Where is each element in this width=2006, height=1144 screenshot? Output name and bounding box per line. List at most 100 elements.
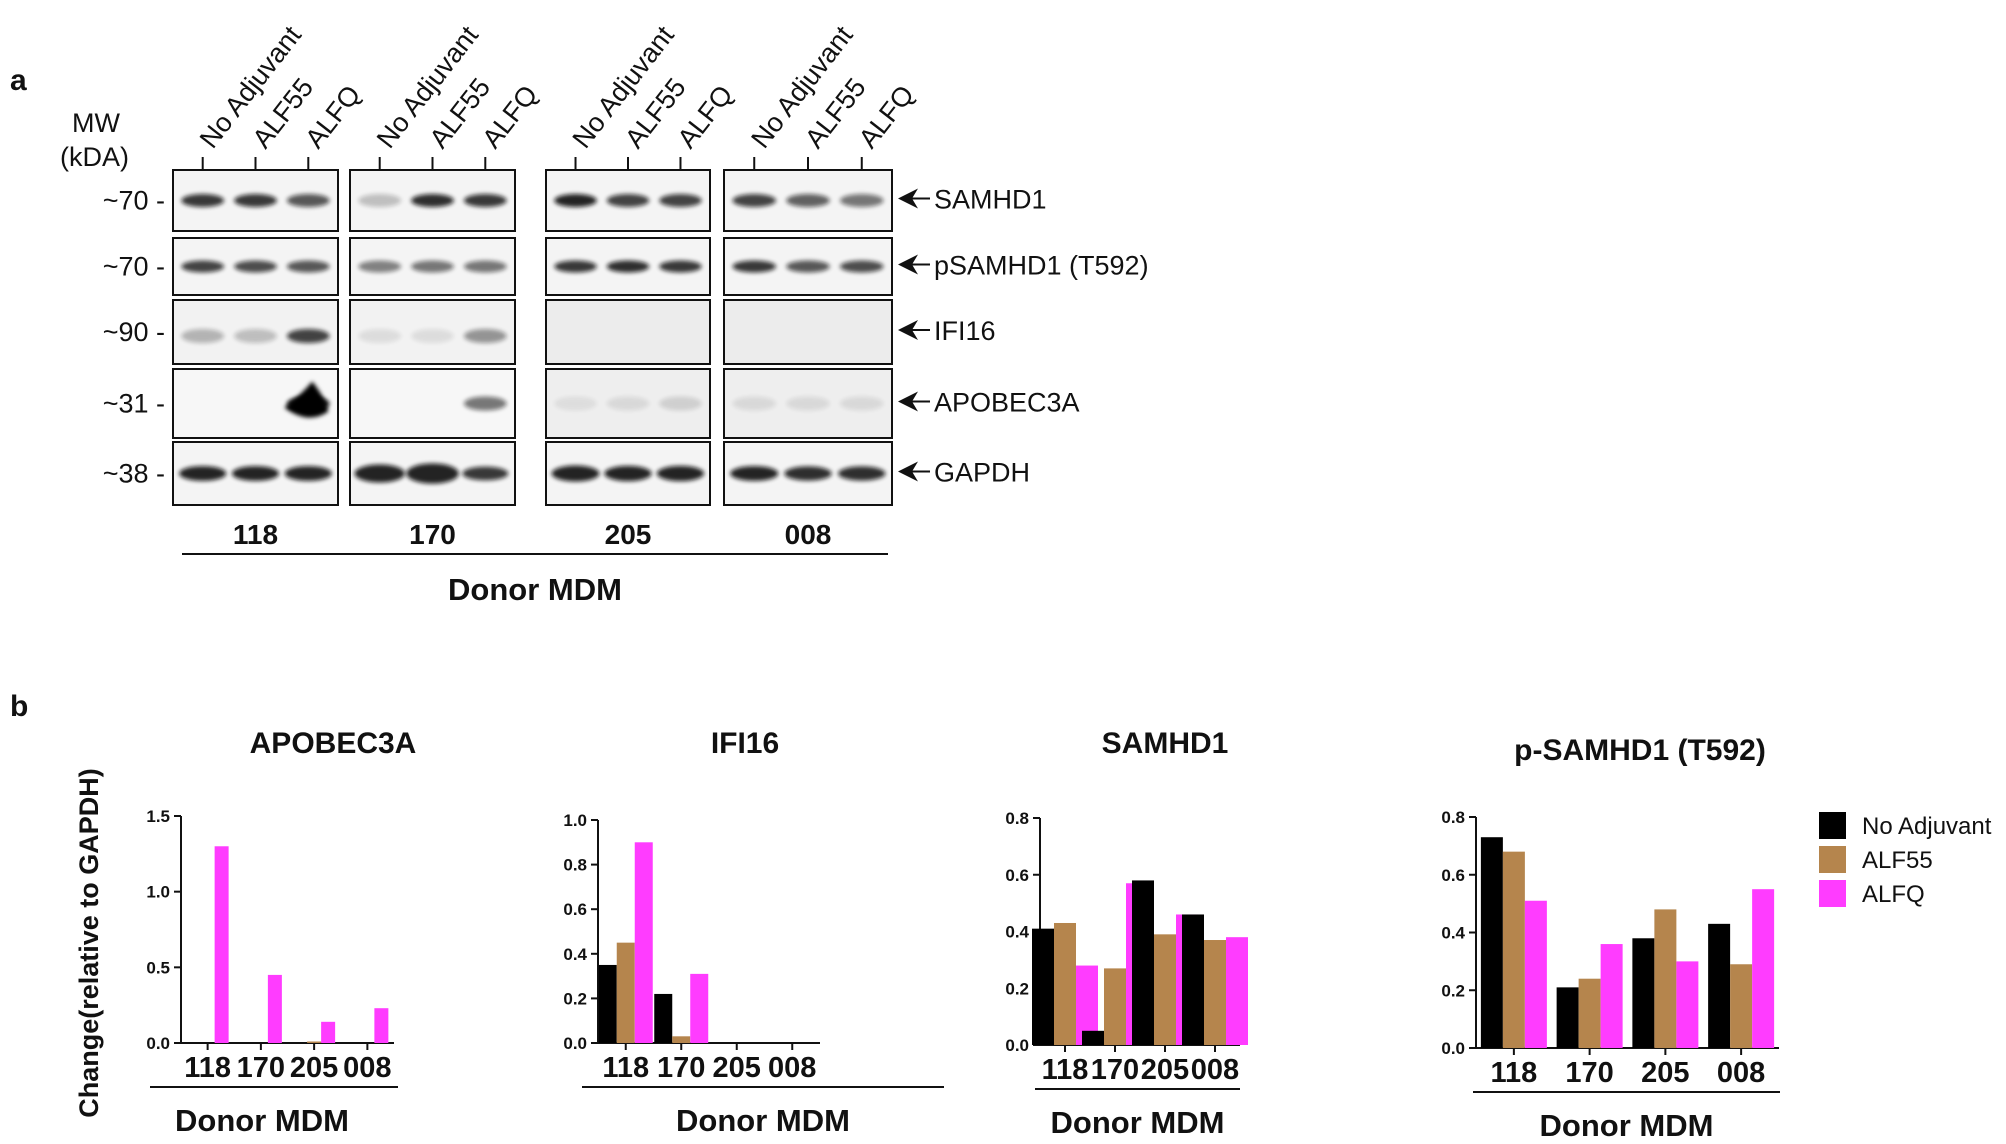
- legend-swatch: [1819, 812, 1846, 839]
- blot-band: [234, 260, 277, 273]
- blot-band: [463, 396, 507, 411]
- x-axis-label: Donor MDM: [1051, 1105, 1225, 1140]
- blot-band: [554, 260, 597, 273]
- blot-band: [554, 396, 597, 411]
- bar: [1076, 965, 1098, 1045]
- blot-band: [181, 260, 225, 273]
- mw-marker: ~70 -: [103, 186, 165, 216]
- y-tick-label: 0.0: [1441, 1039, 1465, 1058]
- bar: [267, 974, 282, 1043]
- x-tick-label: 170: [657, 1052, 705, 1084]
- chart-3: p-SAMHD1 (T592) 0.0 0.2 0.4 0.6 0.8 118 170 205 0…: [1441, 734, 1780, 1143]
- bar: [1104, 968, 1126, 1045]
- donor-label: 008: [785, 519, 832, 550]
- blot-band: [839, 260, 884, 273]
- blot-frame: [723, 299, 893, 365]
- blot-band: [286, 329, 330, 343]
- blot-band: [358, 260, 402, 273]
- legend-swatch: [1819, 846, 1846, 873]
- protein-label: GAPDH: [934, 458, 1030, 488]
- blot-band: [786, 194, 830, 207]
- blot-band: [179, 466, 227, 481]
- protein-label: APOBEC3A: [934, 388, 1080, 418]
- blot-band: [181, 194, 225, 207]
- protein-label: SAMHD1: [934, 185, 1047, 215]
- bar: [1032, 928, 1054, 1045]
- chart-title: SAMHD1: [1102, 727, 1229, 760]
- blot-band: [286, 194, 330, 207]
- mw-marker: ~31 -: [103, 389, 165, 419]
- bar: [634, 842, 653, 1043]
- blot-band: [606, 396, 650, 411]
- blot-band: [839, 396, 884, 411]
- y-tick-label: 1.5: [146, 807, 170, 826]
- blot-band: [554, 194, 597, 207]
- y-tick-label: 1.0: [146, 883, 170, 902]
- x-tick-label: 118: [184, 1052, 231, 1084]
- y-tick-label: 0.0: [146, 1034, 170, 1053]
- bar: [1502, 851, 1525, 1048]
- bar: [1600, 944, 1623, 1048]
- blot-band: [786, 260, 830, 273]
- bar: [1182, 914, 1204, 1045]
- bar: [1578, 978, 1601, 1048]
- donor-label: 205: [605, 519, 652, 550]
- blot-band: [659, 396, 702, 411]
- y-tick-label: 0.4: [563, 945, 587, 964]
- mw-header: MW: [72, 108, 120, 138]
- x-tick-label: 205: [1141, 1054, 1189, 1086]
- bar: [1524, 900, 1547, 1048]
- donor-label: 118: [233, 519, 278, 550]
- legend-label: ALF55: [1862, 847, 1933, 874]
- x-tick-label: 008: [768, 1052, 816, 1084]
- blot-band: [732, 396, 777, 411]
- blot-band: [659, 194, 702, 207]
- x-axis-label: Donor MDM: [1540, 1108, 1714, 1143]
- blot-band: [463, 329, 507, 343]
- y-tick-label: 0.4: [1005, 923, 1029, 942]
- x-tick-label: 118: [1490, 1057, 1537, 1089]
- blot-band: [463, 260, 507, 273]
- bar: [1752, 889, 1775, 1048]
- bar: [1204, 940, 1226, 1045]
- bar: [1676, 961, 1699, 1048]
- y-tick-label: 0.0: [1005, 1036, 1029, 1055]
- x-tick-label: 170: [1565, 1057, 1613, 1089]
- blot-band: [234, 194, 277, 207]
- x-tick-label: 008: [1717, 1057, 1765, 1089]
- panel-b-label: b: [10, 690, 28, 723]
- blot-band: [656, 465, 705, 482]
- bar: [1632, 938, 1655, 1048]
- blot-band: [463, 194, 507, 207]
- blot-band: [784, 466, 832, 481]
- blot-band: [604, 465, 652, 482]
- blot-frame: [545, 299, 711, 365]
- bar: [374, 1008, 389, 1043]
- donor-label: 170: [409, 519, 456, 550]
- blot-band: [411, 194, 454, 207]
- bar: [1154, 934, 1176, 1045]
- y-tick-label: 0.8: [1441, 808, 1465, 827]
- blot-band: [411, 329, 454, 343]
- mw-marker: ~90 -: [103, 317, 165, 347]
- y-tick-label: 0.2: [563, 989, 587, 1008]
- blot-band: [839, 194, 884, 207]
- bar: [1556, 987, 1579, 1048]
- legend-label: No Adjuvant: [1862, 813, 1992, 840]
- bar: [1480, 837, 1503, 1048]
- blot-band: [358, 329, 402, 343]
- y-tick-label: 0.4: [1441, 924, 1465, 943]
- blot-band: [231, 466, 280, 481]
- x-axis-label: Donor MDM: [175, 1103, 349, 1138]
- y-tick-label: 0.6: [563, 900, 587, 919]
- y-tick-label: 0.8: [1005, 809, 1029, 828]
- protein-label: pSAMHD1 (T592): [934, 251, 1149, 281]
- legend: No Adjuvant ALF55 ALFQ: [1819, 812, 1992, 908]
- y-axis-label: Change(relative to GAPDH): [74, 768, 104, 1118]
- x-tick-label: 008: [1191, 1054, 1239, 1086]
- blot-band: [406, 463, 459, 484]
- legend-swatch: [1819, 880, 1846, 907]
- blot-band: [606, 194, 650, 207]
- blot-band-strong: [284, 381, 329, 418]
